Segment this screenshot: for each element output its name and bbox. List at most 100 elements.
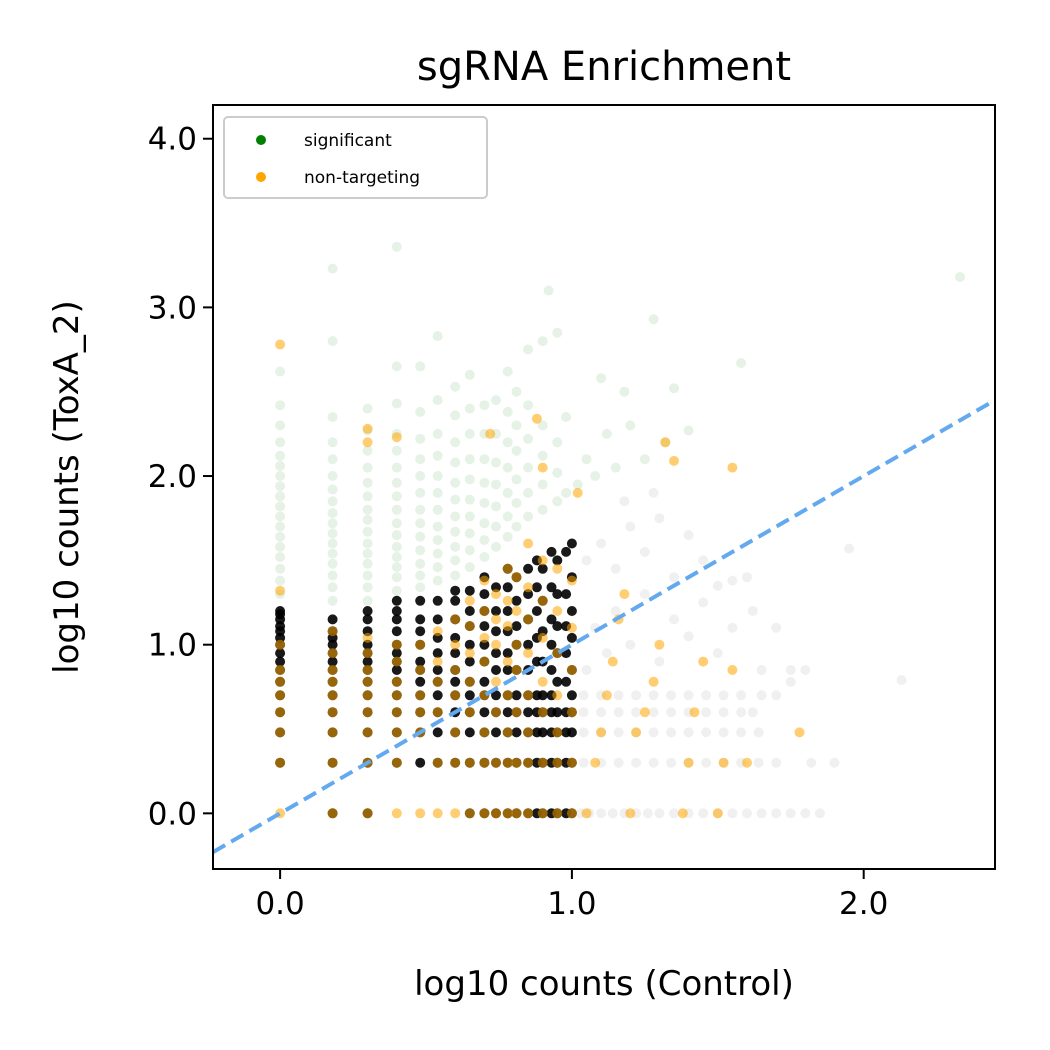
- point-non-targeting: [464, 621, 475, 632]
- point-non-targeting: [523, 727, 534, 738]
- chart-title: sgRNA Enrichment: [417, 44, 791, 90]
- point-other-1: [613, 707, 624, 718]
- point-non-targeting: [464, 676, 475, 687]
- point-other-0: [450, 595, 461, 606]
- point-significant: [450, 526, 461, 537]
- point-significant: [552, 467, 563, 478]
- point-significant: [450, 494, 461, 505]
- point-non-targeting: [502, 656, 513, 667]
- point-other-0: [561, 589, 572, 600]
- point-non-targeting: [362, 665, 373, 675]
- point-significant: [523, 487, 534, 498]
- point-other-1: [666, 690, 677, 701]
- point-other-1: [613, 690, 624, 701]
- point-non-targeting: [491, 808, 501, 819]
- point-significant: [327, 595, 338, 606]
- point-non-targeting: [415, 707, 426, 718]
- point-significant: [543, 285, 554, 296]
- point-other-0: [491, 648, 501, 659]
- point-significant: [327, 412, 338, 422]
- point-non-targeting: [596, 727, 607, 738]
- point-significant: [511, 498, 522, 508]
- point-significant: [415, 570, 426, 581]
- point-significant: [275, 531, 286, 542]
- point-significant: [523, 433, 534, 444]
- point-other-1: [742, 572, 752, 583]
- point-non-targeting: [566, 665, 577, 675]
- point-other-0: [561, 546, 572, 557]
- point-other-0: [391, 606, 402, 616]
- point-significant: [327, 496, 338, 507]
- point-non-targeting: [502, 757, 513, 768]
- point-non-targeting: [415, 808, 426, 819]
- point-significant: [391, 241, 402, 252]
- point-other-1: [701, 707, 712, 718]
- point-non-targeting: [619, 589, 630, 600]
- point-non-targeting: [485, 428, 496, 439]
- point-other-0: [566, 606, 577, 616]
- point-other-1: [736, 707, 747, 718]
- point-other-1: [654, 513, 665, 524]
- point-other-1: [596, 707, 607, 718]
- point-significant: [502, 437, 513, 448]
- x-tick-label: 0.0: [255, 886, 304, 922]
- point-non-targeting: [362, 423, 373, 434]
- x-tick-label: 2.0: [839, 886, 888, 922]
- point-other-0: [450, 585, 461, 596]
- point-significant: [511, 420, 522, 431]
- point-significant: [362, 595, 373, 606]
- point-significant: [464, 369, 475, 380]
- point-other-1: [747, 606, 758, 616]
- point-significant: [275, 575, 286, 586]
- point-significant: [391, 462, 402, 473]
- legend-marker-non-targeting: [256, 172, 266, 182]
- point-non-targeting: [491, 757, 501, 768]
- point-other-0: [537, 690, 548, 701]
- point-non-targeting: [537, 808, 548, 819]
- point-other-0: [552, 555, 563, 566]
- point-non-targeting: [479, 632, 490, 643]
- point-significant: [362, 570, 373, 581]
- point-non-targeting: [391, 808, 402, 819]
- point-significant: [432, 471, 443, 481]
- point-other-0: [502, 665, 513, 675]
- point-non-targeting: [566, 707, 577, 718]
- point-non-targeting: [689, 707, 700, 718]
- point-non-targeting: [391, 757, 402, 768]
- point-non-targeting: [523, 582, 534, 593]
- y-axis: 0.0 1.0 2.0 3.0 4.0: [148, 122, 213, 832]
- point-other-1: [712, 580, 723, 591]
- point-non-targeting: [566, 808, 577, 819]
- point-non-targeting: [572, 487, 583, 498]
- point-non-targeting: [432, 656, 443, 667]
- point-significant: [479, 400, 490, 411]
- legend: significant non-targeting: [223, 116, 488, 199]
- point-other-1: [669, 572, 679, 583]
- point-other-0: [502, 648, 513, 659]
- point-non-targeting: [362, 437, 373, 448]
- point-non-targeting: [362, 676, 373, 687]
- point-other-0: [523, 563, 534, 574]
- point-non-targeting: [660, 437, 671, 448]
- point-non-targeting: [648, 676, 659, 687]
- point-non-targeting: [511, 808, 522, 819]
- point-significant: [648, 314, 659, 325]
- point-non-targeting: [537, 632, 548, 643]
- point-non-targeting: [552, 808, 563, 819]
- point-non-targeting: [275, 639, 286, 650]
- point-non-targeting: [362, 707, 373, 718]
- point-significant: [415, 531, 426, 542]
- point-other-1: [631, 690, 642, 701]
- point-other-1: [619, 496, 630, 507]
- point-other-1: [753, 727, 764, 738]
- point-other-1: [771, 622, 782, 633]
- point-non-targeting: [794, 727, 805, 738]
- point-other-1: [683, 530, 694, 541]
- point-significant: [391, 585, 402, 596]
- legend-box: [223, 116, 488, 199]
- point-significant: [491, 479, 501, 490]
- point-non-targeting: [581, 808, 592, 819]
- point-other-1: [607, 808, 618, 819]
- point-significant: [415, 558, 426, 569]
- point-non-targeting: [552, 563, 563, 574]
